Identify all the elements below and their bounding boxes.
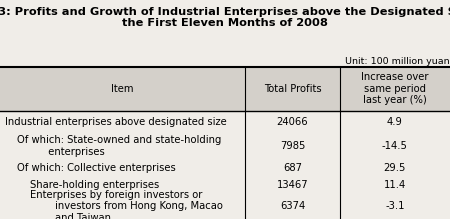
Text: 11.4: 11.4 xyxy=(384,180,406,190)
Text: 13467: 13467 xyxy=(277,180,308,190)
Text: Of which: Collective enterprises: Of which: Collective enterprises xyxy=(17,162,176,173)
Text: 7985: 7985 xyxy=(280,141,305,151)
Text: Item: Item xyxy=(112,84,134,94)
Text: -3.1: -3.1 xyxy=(385,201,405,211)
Text: Total Profits: Total Profits xyxy=(264,84,321,94)
Text: 4.9: 4.9 xyxy=(387,117,403,127)
Text: Of which: State-owned and state-holding
          enterprises: Of which: State-owned and state-holding … xyxy=(17,135,221,157)
Text: 6374: 6374 xyxy=(280,201,305,211)
Text: 687: 687 xyxy=(283,162,302,173)
Text: Industrial enterprises above designated size: Industrial enterprises above designated … xyxy=(5,117,227,127)
Text: Table 3: Profits and Growth of Industrial Enterprises above the Designated Size : Table 3: Profits and Growth of Industria… xyxy=(0,7,450,28)
Text: 29.5: 29.5 xyxy=(384,162,406,173)
Text: Increase over
same period
last year (%): Increase over same period last year (%) xyxy=(361,72,428,105)
Text: Share-holding enterprises: Share-holding enterprises xyxy=(30,180,159,190)
Text: Unit: 100 million yuan: Unit: 100 million yuan xyxy=(346,57,450,66)
Text: 24066: 24066 xyxy=(277,117,308,127)
Text: -14.5: -14.5 xyxy=(382,141,408,151)
Text: Enterprises by foreign investors or
        investors from Hong Kong, Macao
    : Enterprises by foreign investors or inve… xyxy=(30,190,223,219)
Bar xyxy=(0,67,450,111)
